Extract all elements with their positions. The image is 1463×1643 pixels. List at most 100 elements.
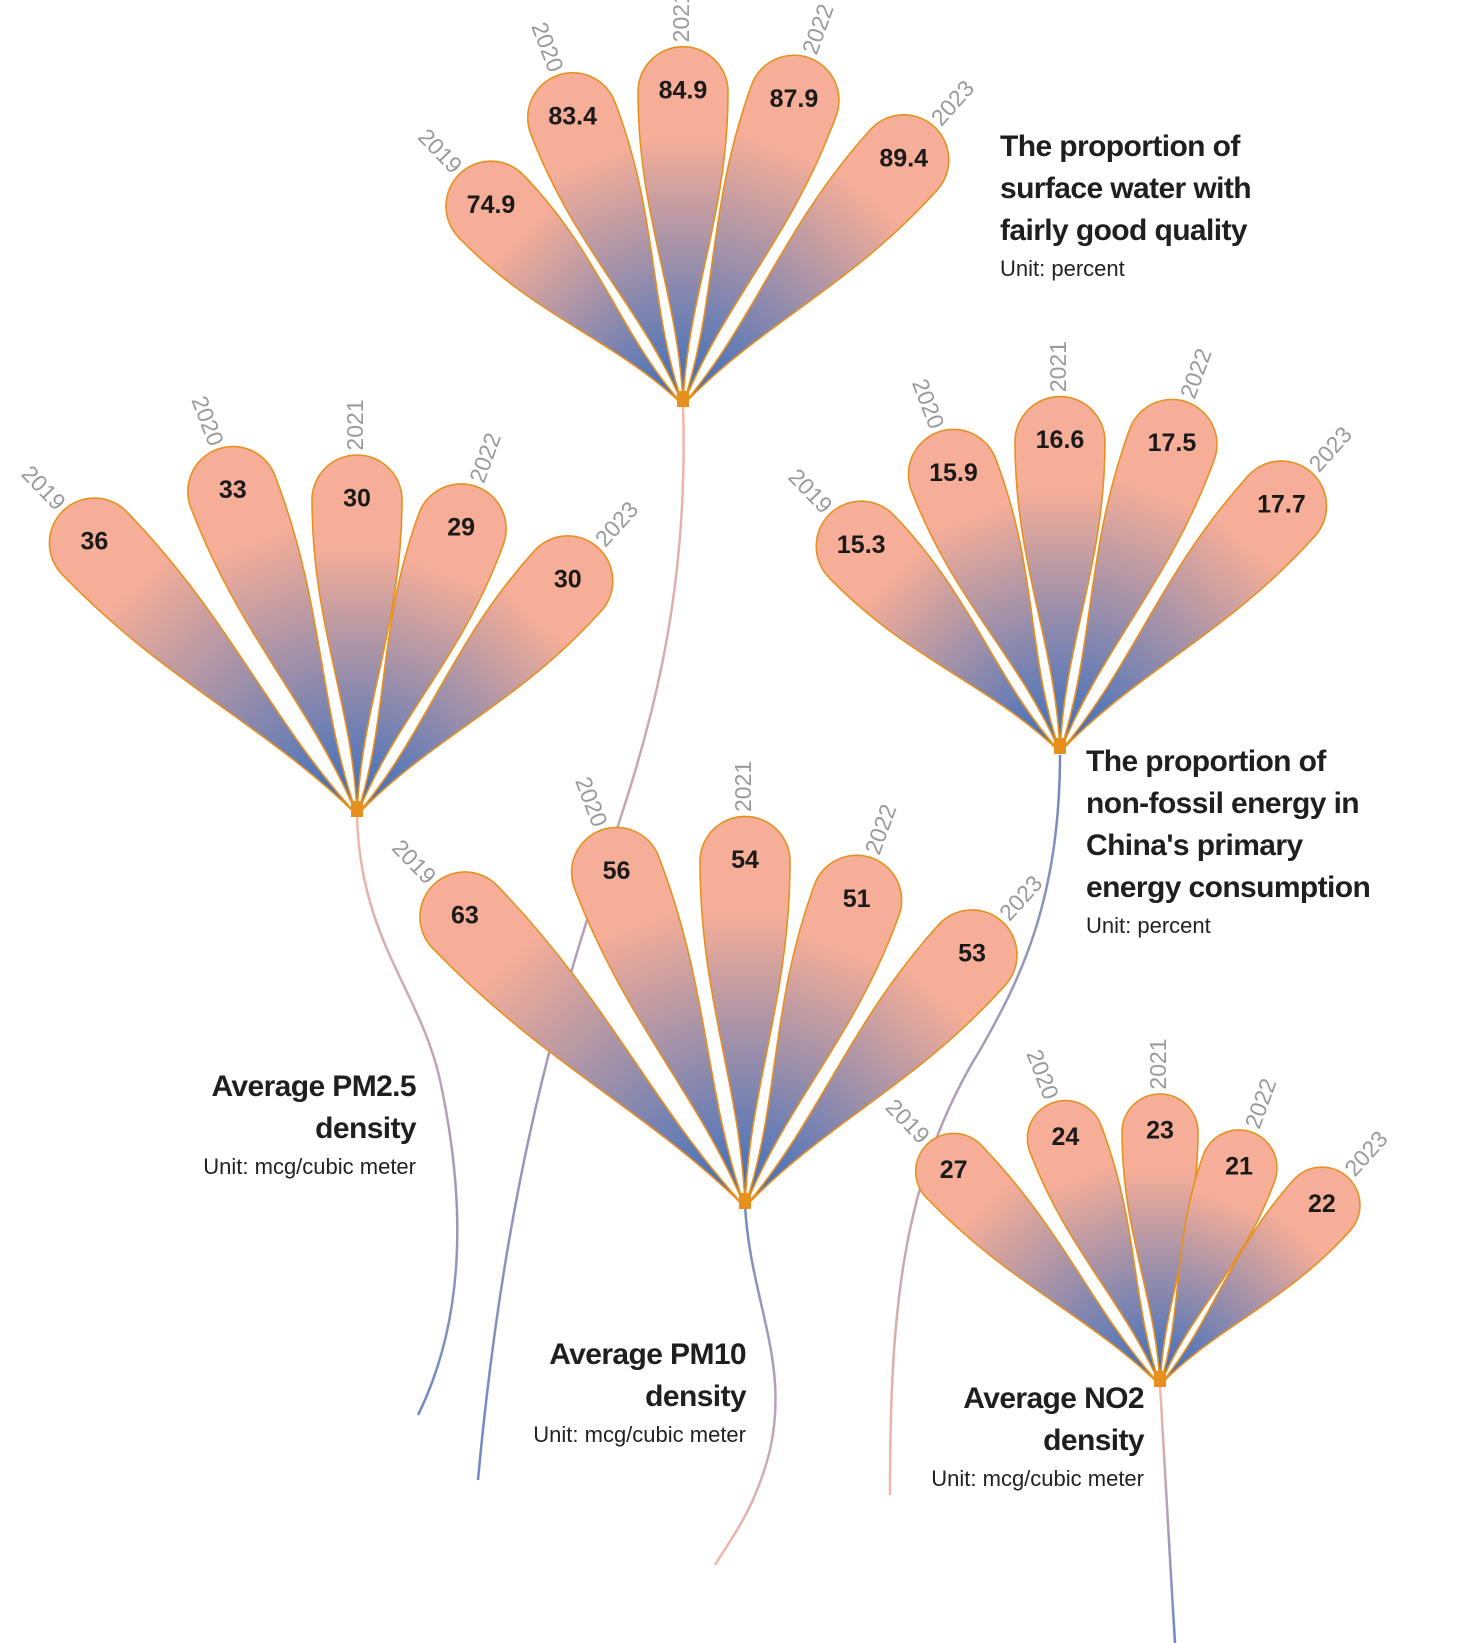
petal [1159, 1129, 1278, 1386]
petal [1014, 395, 1106, 753]
petal [637, 45, 729, 406]
year-label: 2023 [1303, 421, 1357, 476]
unit-label: Unit: mcg/cubic meter [931, 1466, 1144, 1491]
petal [1059, 399, 1218, 753]
petal [1159, 1166, 1361, 1386]
year-label: 2020 [907, 375, 950, 432]
value-label: 63 [451, 902, 479, 930]
petal [48, 497, 358, 816]
year-label: 2020 [526, 18, 569, 75]
chart-title: density [1043, 1424, 1145, 1457]
chart-title: Average PM2.5 [211, 1070, 416, 1103]
chart-title: Average PM10 [549, 1338, 746, 1371]
value-label: 51 [843, 885, 871, 913]
unit-label: Unit: percent [1086, 913, 1211, 938]
value-label: 17.5 [1148, 429, 1197, 457]
value-label: 24 [1051, 1123, 1079, 1151]
year-label: 2021 [1045, 341, 1071, 392]
year-label: 2019 [881, 1094, 935, 1149]
year-label: 2019 [387, 834, 441, 889]
petal [915, 1132, 1161, 1386]
year-label: 2023 [926, 75, 980, 130]
petal [526, 71, 684, 406]
stem-base [1154, 1371, 1166, 1387]
year-label: 2022 [464, 429, 506, 486]
value-label: 16.6 [1036, 426, 1085, 454]
value-label: 54 [731, 846, 759, 874]
petal [815, 500, 1061, 753]
petal [699, 815, 791, 1208]
value-label: 15.3 [837, 531, 886, 559]
value-label: 36 [81, 528, 109, 556]
value-label: 56 [603, 857, 631, 885]
petal [187, 445, 358, 816]
petal [907, 428, 1061, 753]
year-label: 2022 [1239, 1075, 1281, 1132]
year-label: 2019 [783, 463, 837, 518]
petal [744, 854, 903, 1208]
petal [682, 114, 950, 406]
unit-label: Unit: mcg/cubic meter [203, 1154, 416, 1179]
value-label: 17.7 [1257, 491, 1306, 519]
value-label: 15.9 [929, 459, 978, 487]
value-label: 84.9 [659, 76, 708, 104]
chart-title: energy consumption [1086, 871, 1370, 904]
stem [355, 814, 459, 1416]
value-label: 87.9 [770, 85, 819, 113]
value-label: 23 [1146, 1117, 1174, 1145]
chart-title: density [645, 1380, 747, 1413]
year-label: 2019 [17, 460, 71, 515]
stem-base [677, 391, 689, 407]
petal [445, 160, 684, 406]
stem [1158, 1384, 1177, 1643]
stem [888, 754, 1062, 1496]
year-label: 2021 [730, 761, 756, 812]
petal [570, 826, 746, 1208]
year-label: 2020 [186, 392, 229, 449]
year-label: 2022 [1175, 345, 1217, 402]
value-label: 29 [447, 513, 475, 541]
value-label: 53 [958, 940, 986, 968]
stem [713, 1204, 777, 1566]
year-label: 2022 [797, 1, 839, 58]
value-label: 89.4 [879, 144, 928, 172]
chart-title: The proportion of [1000, 130, 1241, 163]
petal [682, 54, 840, 406]
chart-title: surface water with [1000, 172, 1251, 205]
chart-title: density [315, 1112, 417, 1145]
value-label: 83.4 [548, 102, 597, 130]
petal [744, 909, 1018, 1208]
year-label: 2023 [590, 496, 644, 551]
value-label: 30 [343, 485, 371, 513]
unit-label: Unit: percent [1000, 256, 1125, 281]
year-label: 2019 [413, 123, 467, 178]
unit-label: Unit: mcg/cubic meter [533, 1422, 746, 1447]
chart-title: Average NO2 [963, 1382, 1144, 1415]
value-label: 22 [1308, 1190, 1336, 1218]
year-label: 2020 [570, 773, 613, 830]
chart-title: fairly good quality [1000, 214, 1248, 247]
petal [419, 871, 746, 1208]
value-label: 33 [219, 476, 247, 504]
petal [356, 483, 507, 816]
petal [1026, 1099, 1161, 1386]
value-label: 21 [1225, 1153, 1253, 1181]
petal [356, 535, 614, 816]
year-label: 2020 [1022, 1046, 1065, 1103]
petal [1059, 460, 1328, 753]
chart-title: non-fossil energy in [1086, 787, 1359, 820]
stem-base [351, 801, 363, 817]
value-label: 74.9 [467, 191, 516, 219]
stem-base [739, 1193, 751, 1209]
chart-title: China's primary [1086, 829, 1303, 862]
value-label: 27 [940, 1156, 968, 1184]
chart-title: The proportion of [1086, 745, 1327, 778]
petal [311, 454, 403, 816]
year-label: 2021 [1145, 1038, 1171, 1089]
year-label: 2023 [1339, 1126, 1393, 1181]
year-label: 2022 [860, 801, 902, 858]
value-label: 30 [554, 566, 582, 594]
year-label: 2021 [342, 399, 368, 450]
stem-base [1054, 738, 1066, 754]
